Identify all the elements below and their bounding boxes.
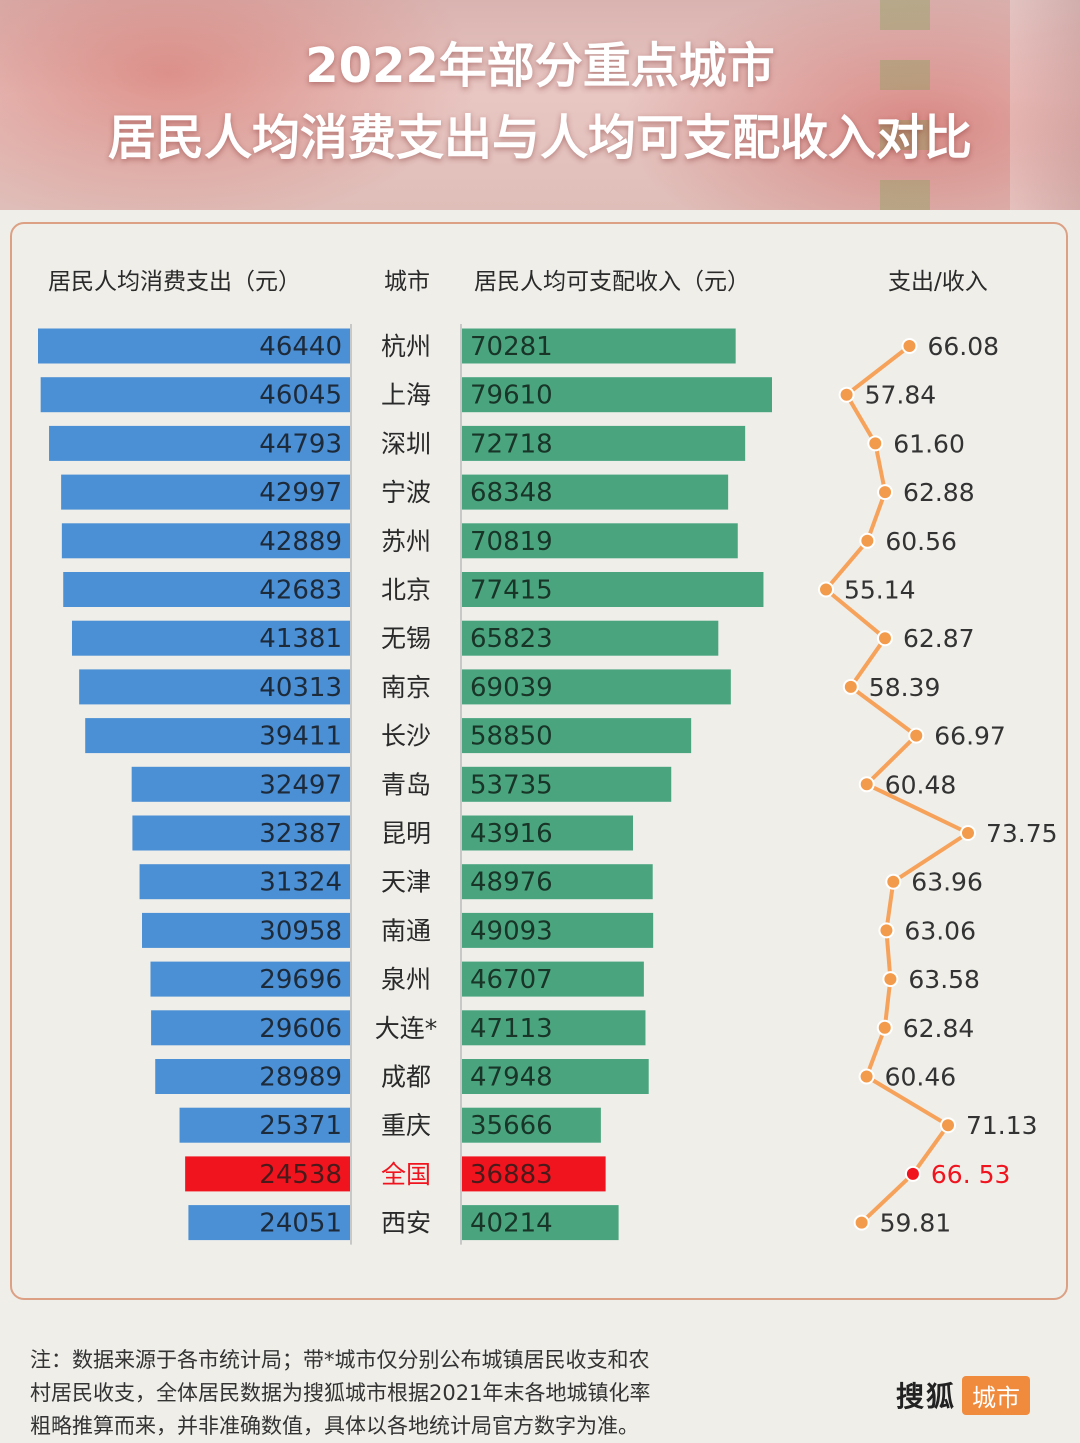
chart-subtitle: 居民人均消费支出与人均可支配收入对比: [107, 110, 972, 166]
banknote-decoration: [0, 0, 480, 210]
header-income: 居民人均可支配收入（元）: [474, 269, 750, 295]
title-banner: 2022年部分重点城市 居民人均消费支出与人均可支配收入对比: [0, 0, 1080, 210]
note-line: 粗略推算而来，并非准确数值，具体以各地统计局官方数字为准。: [30, 1414, 639, 1438]
source-note: 注：数据来源于各市统计局；带*城市仅分别公布城镇居民收支和农 村居民收支，全体居…: [30, 1344, 760, 1443]
brand-name: 搜狐: [896, 1380, 957, 1413]
note-line: 注：数据来源于各市统计局；带*城市仅分别公布城镇居民收支和农: [30, 1348, 650, 1372]
header-city: 城市: [384, 269, 430, 295]
chart-title: 2022年部分重点城市: [305, 38, 775, 94]
banknote-decoration: [620, 0, 1080, 210]
chart-panel: [10, 222, 1068, 1300]
header-ratio: 支出/收入: [888, 269, 988, 295]
brand-logo: 搜狐 城市: [896, 1375, 1031, 1415]
banknote-decoration: [880, 0, 930, 210]
header-expenditure: 居民人均消费支出（元）: [48, 269, 301, 295]
note-line: 村居民收支，全体居民数据为搜狐城市根据2021年末各地城镇化率: [30, 1381, 651, 1405]
banknote-decoration: [1010, 0, 1080, 210]
brand-tag: 城市: [962, 1375, 1031, 1415]
